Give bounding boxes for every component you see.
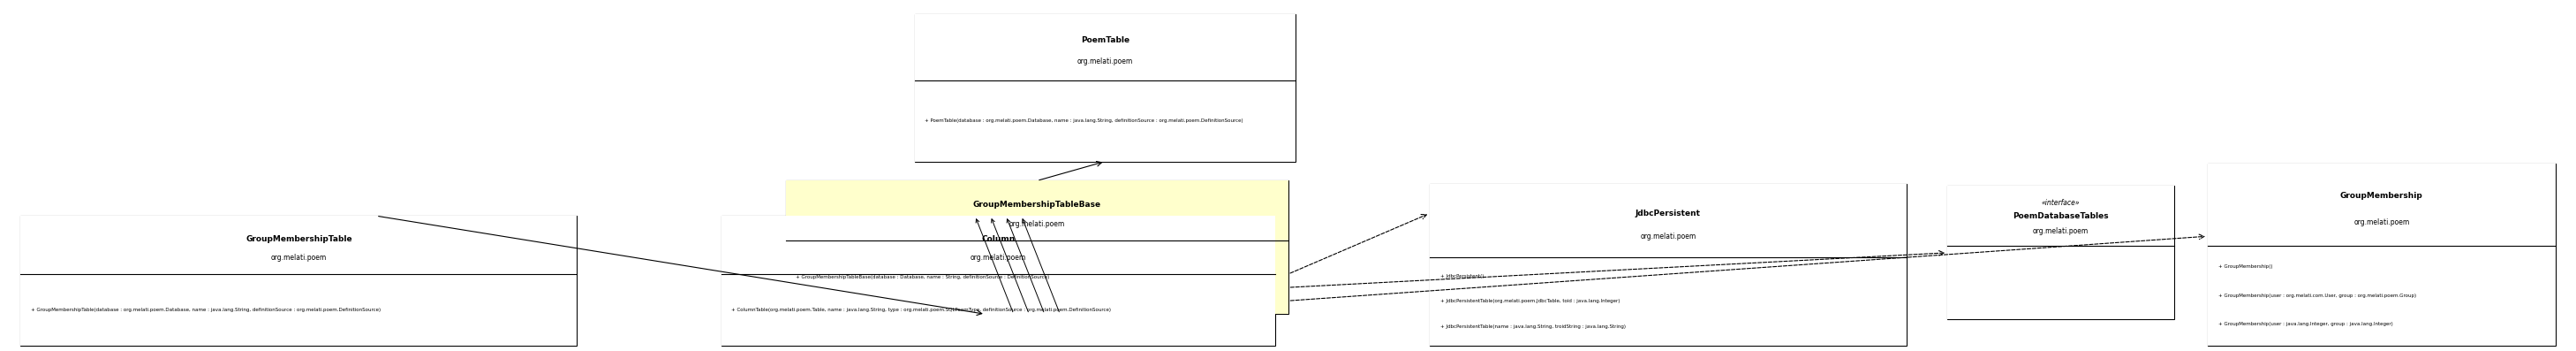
Text: org.melati.poem: org.melati.poem	[270, 254, 327, 262]
Text: + GroupMembership(user : org.melati.com.User, group : org.melati.poem.Group): + GroupMembership(user : org.melati.com.…	[2218, 293, 2416, 298]
Text: org.melati.poem: org.melati.poem	[971, 254, 1025, 262]
Bar	[21, 216, 577, 274]
Text: + GroupMembershipTable(database : org.melati.poem.Database, name : java.lang.Str: + GroupMembershipTable(database : org.me…	[31, 308, 381, 312]
Bar	[1947, 246, 2174, 319]
Text: «interface»: «interface»	[2043, 199, 2079, 207]
Bar	[2208, 163, 2555, 245]
Text: org.melati.poem: org.melati.poem	[1010, 220, 1064, 228]
Text: + PoemTable(database : org.melati.poem.Database, name : java.lang.String, defini: + PoemTable(database : org.melati.poem.D…	[925, 119, 1244, 123]
Text: GroupMembershipTable: GroupMembershipTable	[245, 235, 353, 243]
Bar	[1947, 186, 2174, 246]
Bar	[914, 80, 1296, 161]
Text: org.melati.poem: org.melati.poem	[2354, 218, 2409, 226]
Bar	[1430, 257, 1906, 346]
Text: GroupMembershipTableBase: GroupMembershipTableBase	[974, 201, 1100, 209]
Bar	[1947, 186, 2174, 319]
Text: JdbcPersistent: JdbcPersistent	[1636, 209, 1700, 217]
Bar	[786, 181, 1288, 241]
Bar	[786, 241, 1288, 314]
Bar	[21, 216, 577, 346]
Text: org.melati.poem: org.melati.poem	[2032, 227, 2089, 235]
Text: + GroupMembership(): + GroupMembership()	[2218, 265, 2272, 269]
Bar	[2208, 163, 2555, 346]
Bar	[721, 216, 1275, 346]
Text: + JdbcPersistent(): + JdbcPersistent()	[1440, 274, 1484, 278]
Bar	[2208, 245, 2555, 346]
Text: org.melati.poem: org.melati.poem	[1641, 233, 1695, 240]
Text: + ColumnTable(org.melati.poem.Table, name : java.lang.String, type : org.melati.: + ColumnTable(org.melati.poem.Table, nam…	[732, 308, 1110, 312]
Bar	[786, 181, 1288, 314]
Text: + GroupMembership(user : java.lang.Integer, group : java.lang.Integer): + GroupMembership(user : java.lang.Integ…	[2218, 322, 2393, 326]
Text: + JdbcPersistentTable(name : java.lang.String, troidString : java.lang.String): + JdbcPersistentTable(name : java.lang.S…	[1440, 324, 1625, 329]
Bar	[1430, 184, 1906, 346]
Bar	[914, 14, 1296, 161]
Text: Column: Column	[981, 235, 1015, 243]
Bar	[721, 274, 1275, 346]
Bar	[914, 14, 1296, 80]
Text: org.melati.poem: org.melati.poem	[1077, 58, 1133, 66]
Text: GroupMembership: GroupMembership	[2339, 192, 2424, 200]
Bar	[21, 274, 577, 346]
Text: PoemTable: PoemTable	[1082, 37, 1128, 45]
Text: + JdbcPersistentTable(org.melati.poem.JdbcTable, toid : java.lang.Integer): + JdbcPersistentTable(org.melati.poem.Jd…	[1440, 299, 1620, 304]
Text: PoemDatabaseTables: PoemDatabaseTables	[2012, 212, 2110, 220]
Bar	[1430, 184, 1906, 257]
Text: + GroupMembershipTableBase(database : Database, name : String, definitionSource : + GroupMembershipTableBase(database : Da…	[796, 275, 1048, 280]
Bar	[721, 216, 1275, 274]
